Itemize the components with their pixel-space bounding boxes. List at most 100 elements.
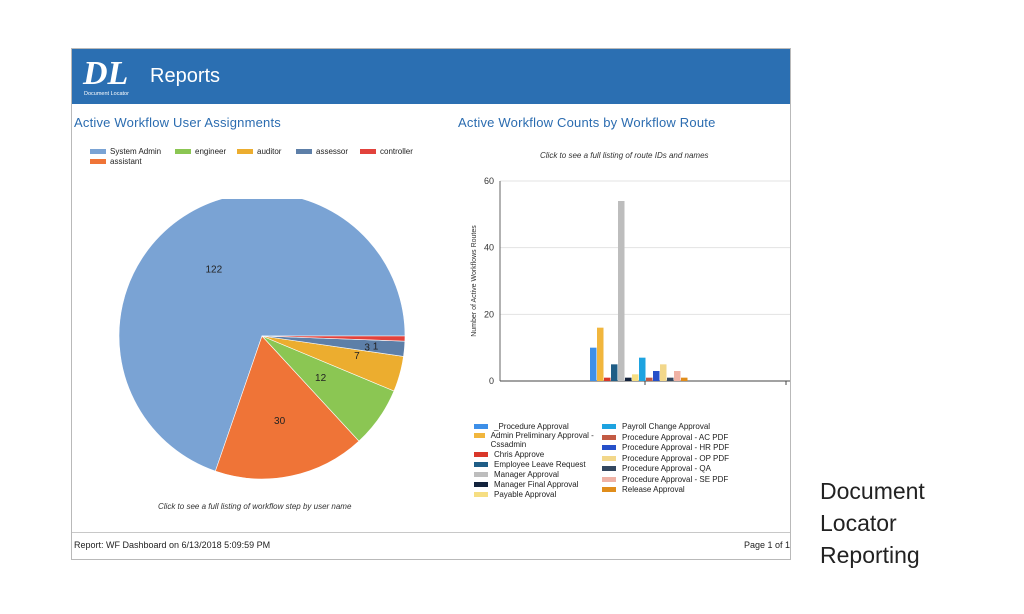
route-listing-link[interactable]: Click to see a full listing of route IDs… — [540, 151, 709, 160]
side-caption: Document Locator Reporting — [820, 478, 925, 568]
legend-label: Release Approval — [622, 485, 685, 494]
legend-swatch — [237, 149, 253, 154]
bar-y-tick-label: 40 — [484, 243, 494, 253]
legend-swatch — [602, 455, 616, 461]
pie-slice-controller[interactable] — [261, 335, 406, 342]
bar-legend-item-procedure-approval-qa: Procedure Approval - QA — [602, 464, 742, 473]
logo-text: DL — [82, 55, 128, 92]
bar-legend-item-procedure-approval-hr-pdf: Procedure Approval - HR PDF — [602, 443, 742, 452]
pie-legend-item-assistant: assistant — [90, 157, 142, 166]
legend-label: auditor — [257, 147, 282, 156]
page-title: Reports — [150, 65, 221, 87]
legend-label: Payable Approval — [494, 490, 557, 499]
bar-payable-approval[interactable] — [632, 374, 639, 381]
legend-swatch — [90, 149, 106, 154]
footer-divider — [72, 532, 790, 533]
legend-label: assessor — [316, 147, 349, 156]
bar-legend-item-procedure-approval-se-pdf: Procedure Approval - SE PDF — [602, 475, 742, 484]
pie-legend-item-auditor: auditor — [237, 147, 281, 156]
pie-slice-system-admin[interactable] — [118, 199, 406, 472]
route-counts-bar-chart[interactable]: Number of Active Workflows Routes 0 20 40 60 — [468, 167, 791, 389]
legend-swatch — [602, 487, 616, 492]
legend-label: System Admin — [110, 147, 162, 156]
user-assignments-title: Active Workflow User Assignments — [74, 115, 281, 130]
bar-manager-final-approval[interactable] — [625, 377, 632, 381]
legend-swatch — [474, 472, 488, 477]
legend-swatch — [474, 492, 488, 497]
bar-procedure-approval[interactable] — [590, 347, 597, 381]
bar-y-tick-label: 0 — [489, 376, 494, 386]
bar-payroll-change-approval[interactable] — [639, 357, 646, 381]
bar-y-axis-label: Number of Active Workflows Routes — [471, 225, 478, 337]
bar-admin-preliminary-approval-cssadmin[interactable] — [597, 327, 604, 381]
pie-value-label-engineer: 12 — [315, 373, 327, 384]
bar-legend-item-procedure-approval: _Procedure Approval — [474, 422, 598, 431]
legend-label: Employee Leave Request — [494, 460, 586, 469]
pie-slice-assistant[interactable] — [214, 335, 360, 480]
bar-procedure-approval-se-pdf[interactable] — [674, 371, 681, 381]
bar-legend-item-payable-approval: Payable Approval — [474, 490, 598, 499]
legend-swatch — [90, 159, 106, 164]
legend-swatch — [474, 452, 488, 457]
bar-employee-leave-request[interactable] — [611, 364, 618, 381]
pie-value-label-auditor: 7 — [354, 351, 360, 362]
bar-legend-item-manager-final-approval: Manager Final Approval — [474, 480, 598, 489]
legend-swatch — [474, 424, 488, 429]
bar-legend-item-employee-leave-request: Employee Leave Request — [474, 460, 598, 469]
legend-label: Admin Preliminary Approval - Cssadmin — [490, 431, 594, 449]
pie-value-label-controller: 1 — [373, 341, 379, 352]
pie-legend-item-assessor: assessor — [296, 147, 348, 156]
legend-label: assistant — [110, 157, 142, 166]
bar-legend-item-manager-approval: Manager Approval — [474, 470, 598, 479]
legend-swatch — [602, 424, 616, 429]
bar-legend-item-admin-preliminary-approval-cssadmin: Admin Preliminary Approval - Cssadmin — [474, 431, 598, 449]
bar-legend-item-procedure-approval-op-pdf: Procedure Approval - OP PDF — [602, 454, 742, 463]
report-info: Report: WF Dashboard on 6/13/2018 5:09:5… — [74, 540, 271, 550]
bar-legend-item-payroll-change-approval: Payroll Change Approval — [602, 422, 742, 431]
legend-label: Procedure Approval - HR PDF — [622, 443, 730, 452]
report-header-banner: DL Document Locator Reports — [72, 49, 790, 104]
bar-legend-item-procedure-approval-ac-pdf: Procedure Approval - AC PDF — [602, 433, 742, 442]
pie-value-label-system-admin: 122 — [206, 264, 223, 275]
bar-procedure-approval-op-pdf[interactable] — [660, 364, 667, 381]
legend-swatch — [360, 149, 376, 154]
bar-y-tick-label: 20 — [484, 309, 494, 319]
bar-procedure-approval-hr-pdf[interactable] — [653, 371, 660, 381]
pie-legend-item-controller: controller — [360, 147, 413, 156]
legend-label: Chris Approve — [494, 450, 545, 459]
legend-swatch — [474, 462, 488, 467]
logo-subtext: Document Locator — [84, 91, 129, 97]
bar-procedure-approval-qa[interactable] — [667, 377, 674, 381]
legend-swatch — [602, 445, 616, 450]
pie-value-label-assessor: 3 — [364, 342, 370, 353]
legend-label: controller — [380, 147, 413, 156]
bar-release-approval[interactable] — [681, 377, 688, 381]
pie-value-label-assistant: 30 — [274, 416, 286, 427]
legend-label: _Procedure Approval — [494, 422, 569, 431]
bar-legend-item-release-approval: Release Approval — [602, 485, 742, 494]
legend-label: Procedure Approval - SE PDF — [622, 474, 729, 484]
user-assignments-pie-chart[interactable]: 122 30 12 73 1 — [112, 199, 412, 499]
legend-label: Manager Approval — [494, 470, 559, 479]
legend-label: engineer — [195, 147, 227, 156]
bar-procedure-approval-ac-pdf[interactable] — [646, 377, 653, 381]
legend-label: Procedure Approval - QA — [622, 464, 711, 473]
legend-swatch — [296, 149, 312, 154]
workflow-step-listing-link[interactable]: Click to see a full listing of workflow … — [158, 502, 352, 511]
document-locator-logo: DL Document Locator — [82, 55, 129, 97]
legend-label: Payroll Change Approval — [622, 422, 711, 431]
pie-legend-item-system-admin: System Admin — [90, 147, 161, 156]
legend-label: Procedure Approval - AC PDF — [622, 432, 729, 442]
legend-label: Procedure Approval - OP PDF — [622, 453, 730, 463]
page-indicator: Page 1 of 1 — [744, 540, 791, 550]
legend-swatch — [175, 149, 191, 154]
legend-label: Manager Final Approval — [494, 480, 579, 489]
legend-swatch — [602, 434, 616, 440]
legend-swatch — [474, 482, 488, 487]
bar-y-tick-label: 60 — [484, 176, 494, 186]
report-window: DL Document Locator Reports Active Workf… — [71, 48, 791, 560]
bar-manager-approval[interactable] — [618, 201, 625, 381]
legend-swatch — [474, 433, 485, 438]
bar-chris-approve[interactable] — [604, 377, 611, 381]
pie-legend-item-engineer: engineer — [175, 147, 226, 156]
